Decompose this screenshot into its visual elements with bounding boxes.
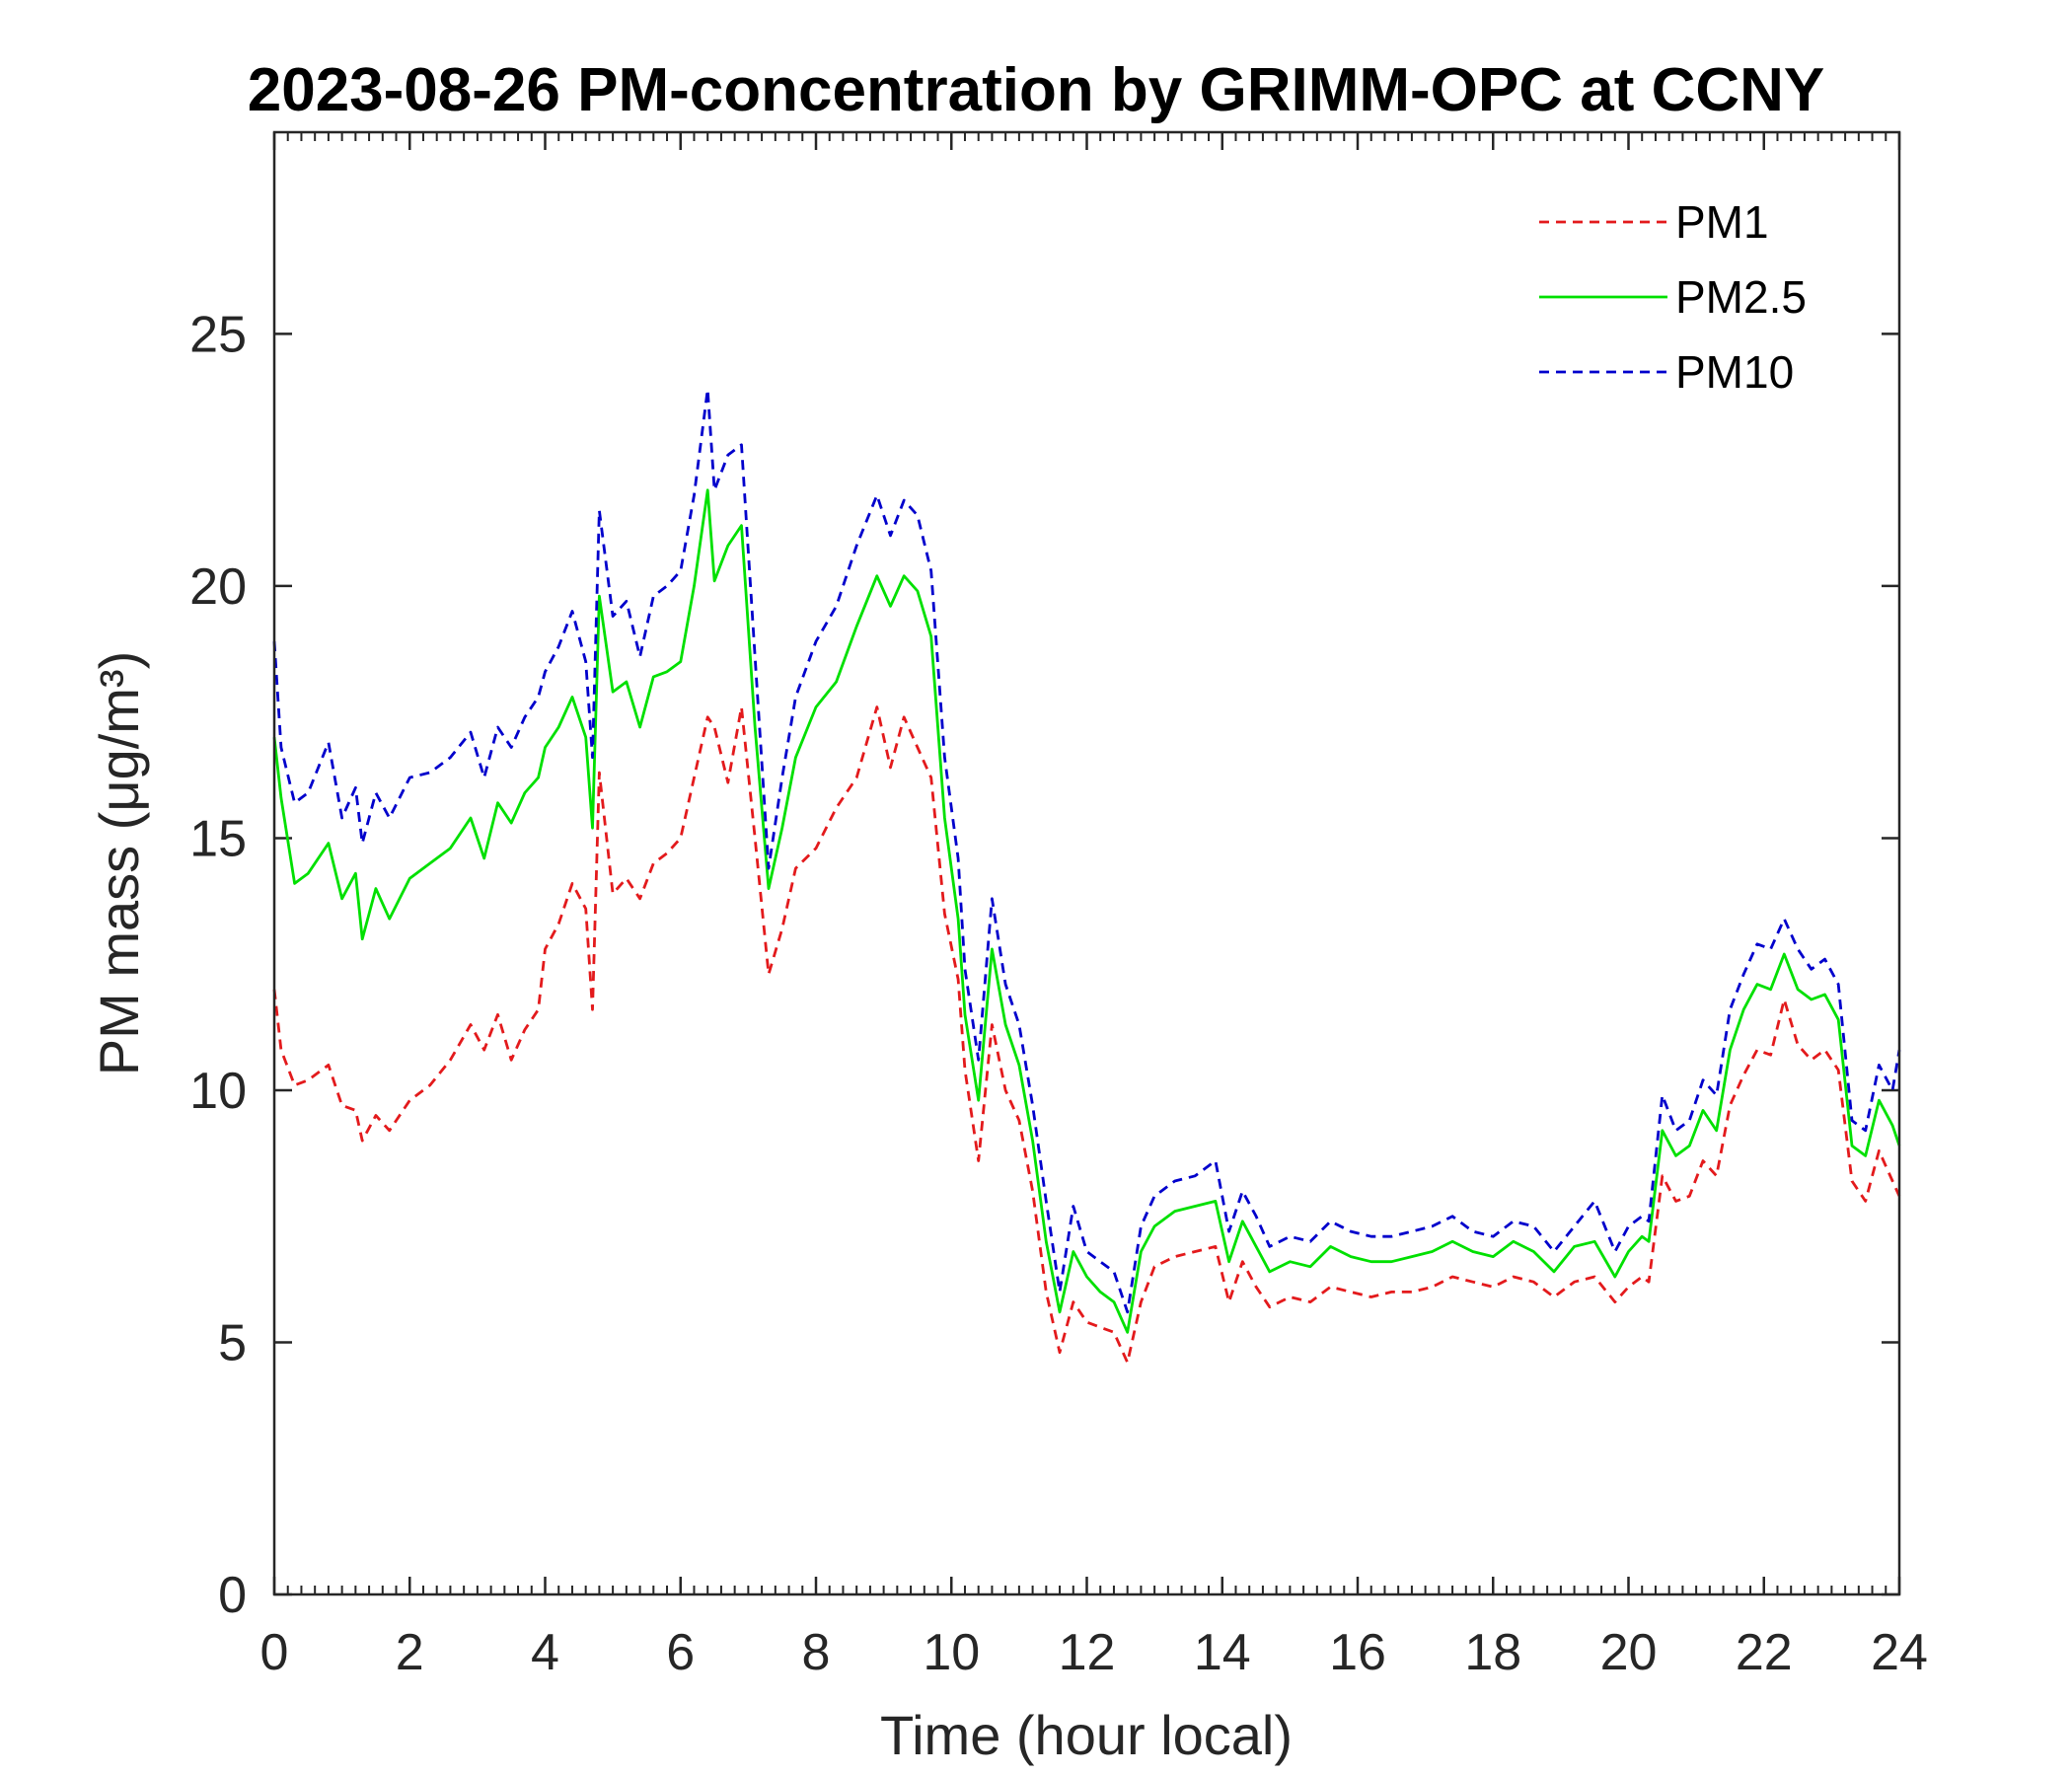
y-tick-label: 25 [189, 306, 247, 363]
legend-label: PM2.5 [1675, 271, 1807, 323]
x-tick-label: 8 [802, 1624, 831, 1681]
y-tick-label: 5 [218, 1314, 247, 1371]
x-tick-label: 18 [1464, 1624, 1521, 1681]
y-tick-label: 10 [189, 1063, 247, 1120]
y-axis-label: PM mass (μg/m³) [88, 651, 150, 1075]
x-tick-label: 4 [531, 1624, 559, 1681]
series-line-pm1 [272, 705, 1901, 1365]
series-lines [272, 388, 1901, 1365]
y-tick-label: 0 [218, 1567, 247, 1624]
x-tick-label: 20 [1600, 1624, 1658, 1681]
x-tick-label: 12 [1059, 1624, 1116, 1681]
legend-label: PM10 [1675, 346, 1794, 398]
x-tick-label: 10 [923, 1624, 980, 1681]
series-line-pm2-5 [272, 488, 1901, 1334]
plot-frame [272, 130, 1901, 1596]
x-tick-label: 0 [260, 1624, 289, 1681]
x-tick-label: 16 [1329, 1624, 1386, 1681]
x-axis-label: Time (hour local) [880, 1704, 1293, 1766]
x-tick-label: 14 [1194, 1624, 1251, 1681]
series-line-pm10 [272, 388, 1901, 1314]
x-tick-label: 24 [1871, 1624, 1928, 1681]
chart-title: 2023-08-26 PM-concentration by GRIMM-OPC… [248, 56, 1825, 124]
x-tick-label: 2 [396, 1624, 424, 1681]
legend-label: PM1 [1675, 196, 1769, 248]
y-tick-label: 15 [189, 810, 247, 867]
x-tick-label: 22 [1736, 1624, 1793, 1681]
legend: PM1 PM2.5 PM10 [1539, 196, 1807, 398]
y-tick-label: 20 [189, 558, 247, 616]
x-tick-label: 6 [666, 1624, 695, 1681]
